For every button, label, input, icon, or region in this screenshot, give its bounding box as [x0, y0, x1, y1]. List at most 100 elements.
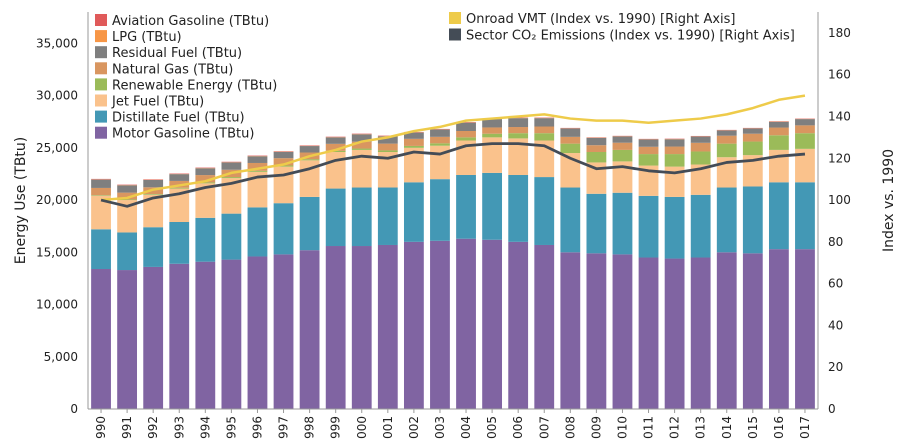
- bar-1998-series-3: [299, 159, 320, 161]
- bar-2017-series-3: [795, 133, 815, 149]
- legend-label: Motor Gasoline (TBtu): [112, 127, 254, 142]
- x-tick-label: 2016: [772, 416, 786, 440]
- bar-2011-series-1: [638, 195, 659, 258]
- bar-2008-series-0: [560, 252, 581, 409]
- x-tick-label: 2013: [694, 416, 708, 440]
- legend-label: Natural Gas (TBtu): [112, 62, 233, 77]
- bar-2005-series-0: [482, 239, 503, 409]
- x-tick-label: 2000: [355, 416, 369, 440]
- bar-1996-series-4: [247, 162, 268, 171]
- bars-layer: [91, 117, 815, 409]
- bar-1991-series-0: [117, 270, 138, 409]
- bar-2003-series-3: [430, 143, 450, 146]
- bar-2007-series-5: [534, 118, 555, 127]
- x-tick-label: 1992: [146, 416, 160, 440]
- bar-1997-series-1: [273, 203, 294, 255]
- x-tick-label: 1993: [172, 416, 186, 440]
- bar-1997-series-4: [273, 158, 294, 166]
- bar-1997-series-0: [273, 254, 294, 409]
- bar-2010-series-4: [612, 142, 633, 150]
- x-tick-label: 2004: [459, 416, 473, 440]
- legend-label: Jet Fuel (TBtu): [111, 95, 204, 110]
- bar-2009-series-4: [586, 145, 607, 152]
- bar-1992-series-1: [143, 227, 164, 267]
- y-tick-right: 20: [828, 360, 843, 374]
- bar-2010-series-0: [612, 254, 633, 409]
- bar-2014-series-3: [716, 143, 737, 158]
- legend-label: Residual Fuel (TBtu): [112, 46, 242, 61]
- bar-2006-series-1: [508, 174, 529, 242]
- x-tick-label: 1997: [277, 416, 291, 440]
- bar-1991-series-5: [117, 185, 138, 193]
- x-tick-label: 1996: [250, 416, 264, 440]
- bar-2016-series-0: [768, 249, 789, 409]
- bar-2004-series-4: [456, 131, 476, 138]
- bar-2000-series-4: [351, 141, 372, 149]
- bar-2005-series-4: [482, 127, 503, 134]
- legend: Aviation Gasoline (TBtu)LPG (TBtu)Residu…: [95, 12, 795, 142]
- x-tick-label: 2014: [720, 416, 734, 440]
- bar-2015-series-3: [742, 141, 763, 156]
- bar-2003-series-0: [430, 240, 450, 409]
- x-tick-label: 2017: [798, 416, 812, 440]
- bar-2012-series-3: [664, 154, 685, 167]
- bar-1993-series-0: [169, 263, 190, 409]
- bar-2011-series-4: [638, 146, 659, 155]
- x-tick-label: 2002: [407, 416, 421, 440]
- x-tick-label: 2012: [668, 416, 682, 440]
- bar-2012-series-5: [664, 139, 685, 147]
- bar-2000-series-0: [351, 246, 372, 409]
- bar-2013-series-2: [690, 164, 711, 195]
- x-tick-label: 1995: [224, 416, 238, 440]
- bar-2016-series-1: [768, 182, 789, 250]
- bar-1990-series-0: [91, 269, 111, 409]
- bar-2000-series-3: [351, 148, 372, 150]
- bar-2015-series-0: [742, 253, 763, 409]
- bar-2009-series-3: [586, 151, 607, 163]
- legend-swatch: [95, 110, 107, 123]
- bar-2011-series-5: [638, 139, 659, 147]
- bar-1994-series-0: [195, 261, 216, 409]
- bar-1994-series-2: [195, 183, 216, 218]
- x-tick-label: 2015: [746, 416, 760, 440]
- bar-2015-series-1: [742, 186, 763, 254]
- bar-2011-series-3: [638, 154, 659, 166]
- bar-1992-series-5: [143, 179, 164, 188]
- bar-2013-series-0: [690, 257, 711, 409]
- bar-1995-series-2: [221, 178, 242, 214]
- bar-2003-series-1: [430, 179, 450, 241]
- legend-label: Sector CO₂ Emissions (Index vs. 1990) [R…: [466, 29, 795, 44]
- y-tick-right: 140: [828, 109, 851, 123]
- legend-label: Onroad VMT (Index vs. 1990) [Right Axis]: [466, 12, 736, 27]
- bar-2014-series-5: [716, 130, 737, 136]
- y-tick-right: 0: [828, 402, 836, 416]
- bar-1995-series-0: [221, 259, 242, 409]
- y-tick-left: 15,000: [36, 245, 78, 259]
- bar-1995-series-3: [221, 177, 242, 179]
- bar-2001-series-1: [377, 187, 398, 245]
- y-tick-right: 160: [828, 68, 851, 82]
- bar-2002-series-5: [403, 132, 424, 139]
- bar-2000-series-1: [351, 187, 372, 247]
- bar-2005-series-5: [482, 119, 503, 128]
- bar-2006-series-0: [508, 241, 529, 409]
- bar-1995-series-1: [221, 213, 242, 260]
- bar-2014-series-1: [716, 187, 737, 253]
- bar-2001-series-0: [377, 244, 398, 409]
- bar-2005-series-1: [482, 172, 503, 240]
- bar-1991-series-2: [117, 200, 138, 233]
- bar-2004-series-2: [456, 140, 476, 175]
- bar-1993-series-1: [169, 221, 190, 264]
- bar-2008-series-5: [560, 128, 581, 137]
- bar-2004-series-0: [456, 238, 476, 409]
- y-tick-right: 120: [828, 151, 851, 165]
- bar-2009-series-2: [586, 162, 607, 194]
- bar-1993-series-5: [169, 174, 190, 181]
- bar-2001-series-2: [377, 151, 398, 188]
- bar-2014-series-0: [716, 252, 737, 409]
- y-axis-right-title: Index vs. 1990: [881, 149, 897, 252]
- bar-1992-series-2: [143, 194, 164, 228]
- bar-1997-series-3: [273, 165, 294, 167]
- bar-2006-series-3: [508, 133, 529, 139]
